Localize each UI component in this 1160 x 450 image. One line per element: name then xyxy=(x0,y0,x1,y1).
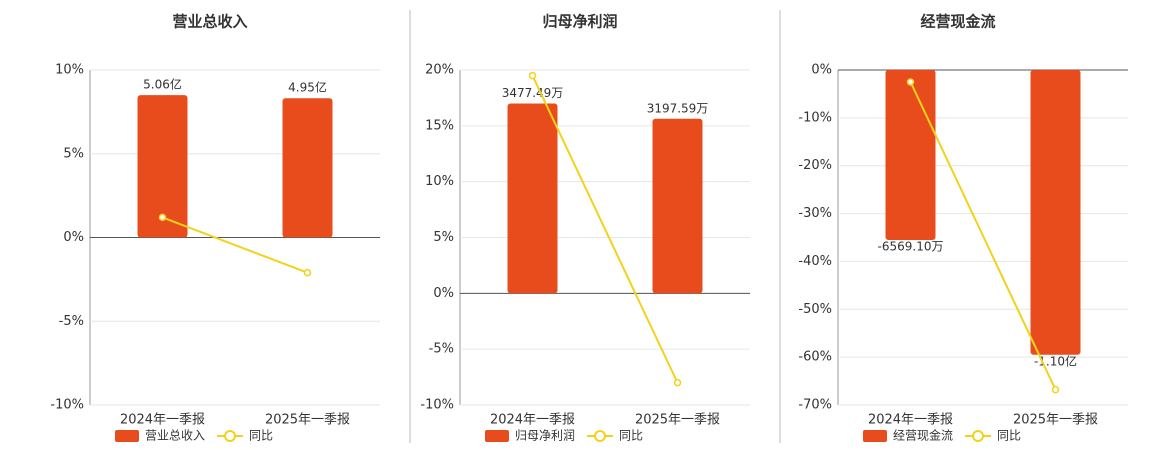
y-tick-label: -10% xyxy=(420,398,454,413)
bar xyxy=(137,95,188,238)
bar xyxy=(652,118,703,294)
y-tick-label: -70% xyxy=(798,398,832,413)
legend-label: 同比 xyxy=(619,429,643,443)
legend-swatch xyxy=(115,430,139,442)
yoy-line xyxy=(909,81,1057,391)
y-tick-label: 0% xyxy=(811,63,832,78)
chart-title: 经营现金流 xyxy=(920,13,995,31)
y-tick-label: 15% xyxy=(425,118,454,133)
bar xyxy=(1030,70,1081,355)
y-tick-label: 10% xyxy=(55,63,84,78)
legend-label: 营业总收入 xyxy=(145,429,205,443)
yoy-point xyxy=(303,268,312,277)
yoy-point xyxy=(528,71,537,80)
legend-swatch xyxy=(485,430,509,442)
y-tick-label: -10% xyxy=(798,110,832,125)
yoy-point xyxy=(1051,385,1060,394)
y-tick-label: -20% xyxy=(798,158,832,173)
yoy-point xyxy=(906,78,915,86)
y-tick-label: 10% xyxy=(425,174,454,189)
bar-label: 3477.49万 xyxy=(502,86,564,100)
bar-label: 3197.59万 xyxy=(647,101,709,115)
x-tick-label: 2024年一季报 xyxy=(120,413,205,428)
y-tick-label: 0% xyxy=(63,230,84,245)
y-tick-label: -30% xyxy=(798,206,832,221)
bar xyxy=(282,98,333,238)
legend-marker xyxy=(224,430,236,442)
legend-marker xyxy=(972,430,984,442)
y-tick-label: 5% xyxy=(63,146,84,161)
legend-label: 同比 xyxy=(249,429,273,443)
y-tick-label: 5% xyxy=(433,230,454,245)
yoy-line xyxy=(162,216,308,274)
legend-swatch xyxy=(863,430,887,442)
yoy-point xyxy=(673,378,682,387)
x-tick-label: 2024年一季报 xyxy=(490,413,575,428)
y-tick-label: -5% xyxy=(59,314,84,329)
bar xyxy=(507,103,558,294)
y-tick-label: -60% xyxy=(798,350,832,365)
yoy-line xyxy=(531,75,679,384)
chart-title: 归母净利润 xyxy=(542,13,617,31)
x-tick-label: 2025年一季报 xyxy=(635,413,720,428)
legend-label: 归母净利润 xyxy=(515,429,575,443)
legend-label: 经营现金流 xyxy=(893,428,953,443)
x-tick-label: 2024年一季报 xyxy=(868,413,953,428)
bar-label: 5.06亿 xyxy=(143,77,182,92)
y-tick-label: -10% xyxy=(50,398,84,413)
legend-marker xyxy=(594,430,606,442)
legend-label: 同比 xyxy=(997,429,1021,443)
y-tick-label: 20% xyxy=(425,63,454,78)
x-tick-label: 2025年一季报 xyxy=(265,413,350,428)
chart-title: 营业总收入 xyxy=(172,13,247,31)
y-tick-label: 0% xyxy=(433,286,454,301)
x-tick-label: 2025年一季报 xyxy=(1013,413,1098,428)
y-tick-label: -5% xyxy=(429,342,454,357)
bar xyxy=(885,70,936,241)
y-tick-label: -50% xyxy=(798,302,832,317)
bar-label: 4.95亿 xyxy=(288,80,327,95)
y-tick-label: -40% xyxy=(798,254,832,269)
bar-label: -6569.10万 xyxy=(878,240,944,254)
yoy-point xyxy=(158,213,167,222)
